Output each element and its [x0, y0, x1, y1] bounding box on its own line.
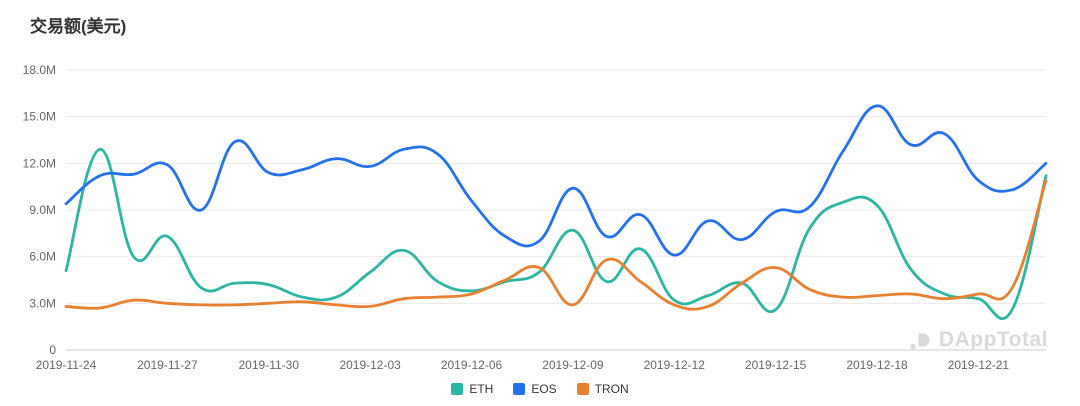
legend-label: ETH — [469, 382, 494, 396]
x-tick-label: 2019-11-24 — [36, 358, 97, 372]
legend-marker-eos — [513, 383, 526, 395]
series-line-tron — [64, 179, 1048, 311]
legend-label: TRON — [594, 382, 629, 396]
legend-item-eth[interactable]: ETH — [451, 382, 493, 396]
y-tick-label: 12.0M — [23, 156, 56, 170]
y-tick-label: 0 — [49, 343, 56, 357]
x-tick-label: 2019-12-12 — [644, 358, 706, 372]
y-tick-label: 6.0M — [29, 250, 56, 264]
x-tick-label: 2019-11-27 — [137, 358, 198, 372]
chart-title: 交易额(美元) — [30, 17, 127, 36]
x-tick-label: 2019-11-30 — [239, 358, 300, 372]
y-tick-label: 3.0M — [29, 296, 56, 310]
legend-marker-eth — [451, 383, 464, 395]
y-tick-label: 9.0M — [29, 203, 56, 217]
legend-label: EOS — [531, 382, 557, 396]
x-tick-label: 2019-12-15 — [745, 358, 807, 372]
x-tick-label: 2019-12-21 — [948, 358, 1010, 372]
legend: ETH EOS TRON — [0, 382, 1080, 396]
watermark-text: DAppTotal — [938, 328, 1048, 351]
y-tick-label: 15.0M — [23, 110, 56, 124]
legend-marker-tron — [576, 383, 589, 395]
dapptotal-logo-icon — [910, 331, 934, 350]
series-line-eos — [64, 104, 1048, 257]
x-tick-label: 2019-12-06 — [441, 358, 503, 372]
y-tick-label: 18.0M — [23, 63, 56, 77]
x-tick-label: 2019-12-03 — [339, 358, 401, 372]
watermark: DAppTotal — [910, 328, 1048, 352]
legend-item-eos[interactable]: EOS — [513, 382, 557, 396]
series-line-eth — [64, 147, 1048, 320]
x-tick-label: 2019-12-09 — [542, 358, 604, 372]
x-tick-label: 2019-12-18 — [846, 358, 908, 372]
legend-item-tron[interactable]: TRON — [576, 382, 629, 396]
